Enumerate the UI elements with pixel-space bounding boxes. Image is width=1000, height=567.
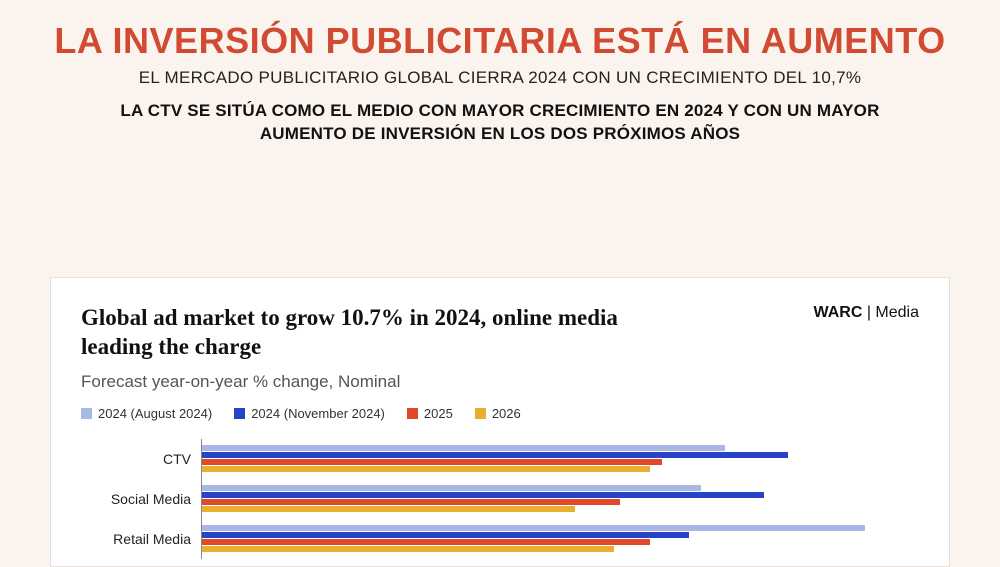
category-label: Social Media [81, 491, 191, 507]
category-group [202, 478, 919, 518]
bar [202, 539, 650, 545]
legend-swatch [475, 408, 486, 419]
chart-panel: Global ad market to grow 10.7% in 2024, … [50, 277, 950, 567]
chart-header: Global ad market to grow 10.7% in 2024, … [81, 304, 919, 362]
category-label: Retail Media [81, 531, 191, 547]
bars-area [201, 439, 919, 559]
legend-label: 2024 (August 2024) [98, 406, 212, 421]
chart-legend: 2024 (August 2024) 2024 (November 2024) 20… [81, 406, 919, 421]
category-label: CTV [81, 451, 191, 467]
category-group [202, 439, 919, 479]
legend-item: 2025 [407, 406, 453, 421]
bar [202, 506, 575, 512]
legend-swatch [407, 408, 418, 419]
chart-plot: CTV Social Media Retail Media [81, 439, 919, 559]
page-subtitle-1: EL MERCADO PUBLICITARIO GLOBAL CIERRA 20… [0, 68, 1000, 88]
legend-label: 2024 (November 2024) [251, 406, 385, 421]
page-title: LA INVERSIÓN PUBLICITARIA ESTÁ EN AUMENT… [0, 20, 1000, 62]
page-subtitle-2: LA CTV SE SITÚA COMO EL MEDIO CON MAYOR … [0, 100, 1000, 146]
brand-sep: | [862, 304, 875, 321]
chart-subtitle: Forecast year-on-year % change, Nominal [81, 372, 919, 392]
legend-item: 2024 (August 2024) [81, 406, 212, 421]
subtitle-2-line-2: AUMENTO DE INVERSIÓN EN LOS DOS PRÓXIMOS… [260, 124, 740, 143]
legend-label: 2025 [424, 406, 453, 421]
bar [202, 546, 614, 552]
bar [202, 532, 689, 538]
bar [202, 525, 865, 531]
legend-item: 2024 (November 2024) [234, 406, 385, 421]
bar [202, 485, 701, 491]
legend-swatch [234, 408, 245, 419]
brand-bold: WARC [813, 304, 862, 321]
brand-light: Media [875, 304, 919, 321]
legend-item: 2026 [475, 406, 521, 421]
category-group [202, 518, 919, 558]
bar [202, 452, 788, 458]
bar [202, 445, 725, 451]
category-labels: CTV Social Media Retail Media [81, 439, 201, 559]
bar [202, 466, 650, 472]
legend-swatch [81, 408, 92, 419]
chart-brand: WARC | Media [813, 304, 919, 322]
bar [202, 492, 764, 498]
header: LA INVERSIÓN PUBLICITARIA ESTÁ EN AUMENT… [0, 0, 1000, 146]
bar [202, 459, 662, 465]
subtitle-2-line-1: LA CTV SE SITÚA COMO EL MEDIO CON MAYOR … [120, 101, 879, 120]
chart-title: Global ad market to grow 10.7% in 2024, … [81, 304, 681, 362]
legend-label: 2026 [492, 406, 521, 421]
bar [202, 499, 620, 505]
